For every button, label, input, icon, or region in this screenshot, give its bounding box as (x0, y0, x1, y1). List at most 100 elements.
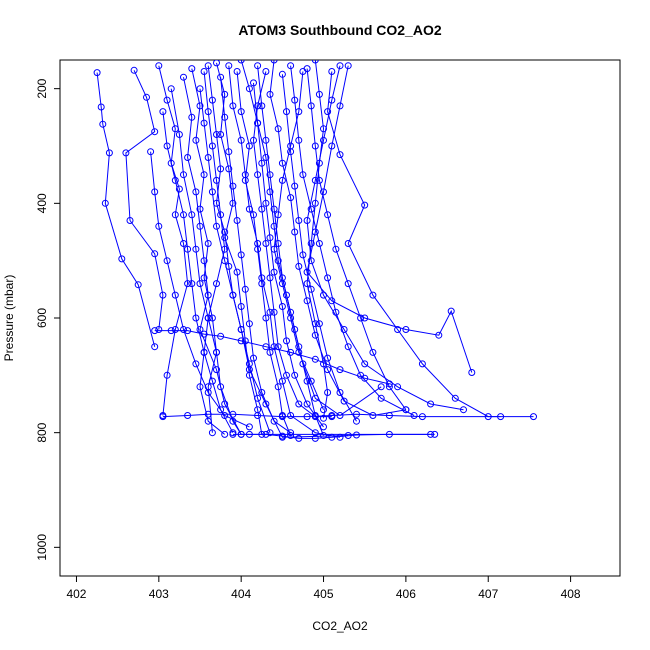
data-point (291, 182, 299, 190)
data-point (163, 142, 171, 150)
data-point (320, 188, 327, 196)
series-line (228, 65, 341, 438)
y-tick-label: 600 (35, 308, 49, 328)
data-point (311, 60, 319, 64)
y-tick-label: 1000 (35, 534, 49, 561)
data-point (221, 400, 229, 408)
data-point (427, 430, 435, 438)
data-point (225, 165, 233, 173)
series-group (225, 62, 344, 441)
series-group (159, 410, 505, 421)
data-point (118, 255, 126, 263)
data-point (262, 136, 270, 144)
data-point (307, 257, 315, 265)
data-point (340, 326, 348, 333)
data-point (184, 245, 192, 253)
data-point (105, 149, 113, 157)
data-point (303, 297, 311, 305)
y-tick-label: 200 (35, 78, 49, 98)
data-point (196, 102, 204, 110)
data-point (299, 251, 307, 259)
data-point (229, 182, 237, 190)
data-point (295, 434, 303, 442)
data-point (163, 96, 171, 104)
data-point (266, 348, 274, 356)
data-point (266, 429, 274, 437)
data-point (221, 412, 229, 419)
data-point (336, 62, 344, 70)
data-point (320, 432, 327, 439)
series-group (237, 60, 385, 419)
data-point (188, 211, 196, 219)
data-point (340, 397, 348, 405)
data-point (213, 131, 220, 138)
data-point (229, 410, 237, 418)
data-point (180, 171, 187, 179)
data-point (200, 68, 208, 75)
data-point (278, 280, 286, 288)
data-point (258, 102, 266, 110)
data-point (307, 205, 315, 213)
series-line (158, 65, 189, 416)
data-point (204, 240, 212, 247)
data-point (357, 314, 365, 322)
data-point (245, 430, 253, 438)
data-point (303, 377, 311, 385)
data-point (188, 65, 196, 73)
data-point (291, 228, 299, 236)
x-tick-label: 408 (561, 587, 581, 601)
data-point (159, 291, 167, 299)
data-point (385, 430, 393, 438)
data-point (344, 240, 352, 247)
data-point (283, 108, 290, 116)
data-point (262, 343, 270, 351)
data-point (237, 136, 245, 144)
data-point (167, 159, 175, 167)
data-point (266, 90, 274, 98)
data-point (266, 274, 274, 282)
data-point (311, 355, 319, 363)
data-point (208, 142, 216, 150)
data-point (192, 136, 200, 144)
series-line (252, 71, 332, 418)
data-point (254, 171, 262, 179)
series-group (303, 65, 410, 414)
data-point (184, 412, 192, 419)
data-point (204, 410, 212, 418)
data-point (196, 85, 204, 93)
data-point (427, 400, 435, 408)
data-point (353, 431, 360, 439)
data-point (225, 62, 233, 70)
data-point (217, 211, 225, 219)
data-point (97, 103, 105, 111)
data-point (283, 371, 290, 379)
data-point (258, 389, 266, 396)
data-point (241, 285, 249, 293)
data-point (204, 389, 212, 396)
series-line (199, 88, 271, 433)
data-point (221, 228, 229, 236)
data-point (274, 125, 282, 133)
data-point (245, 205, 253, 213)
data-point (163, 257, 171, 265)
data-point (303, 280, 311, 288)
series-group (303, 62, 467, 414)
data-point (291, 326, 299, 333)
series-group (278, 70, 360, 425)
data-point (171, 326, 179, 333)
data-point (530, 413, 537, 421)
data-point (217, 332, 225, 340)
data-point (287, 142, 295, 150)
data-point (213, 60, 220, 67)
y-axis-label: Pressure (mbar) (2, 275, 16, 362)
data-point (229, 291, 237, 299)
data-point (254, 394, 262, 402)
x-axis-label: CO2_AO2 (312, 619, 368, 633)
data-point (245, 142, 253, 150)
series-group (217, 73, 295, 437)
data-point (192, 245, 200, 253)
data-point (299, 68, 307, 75)
data-point (315, 90, 323, 98)
data-point (353, 410, 360, 418)
